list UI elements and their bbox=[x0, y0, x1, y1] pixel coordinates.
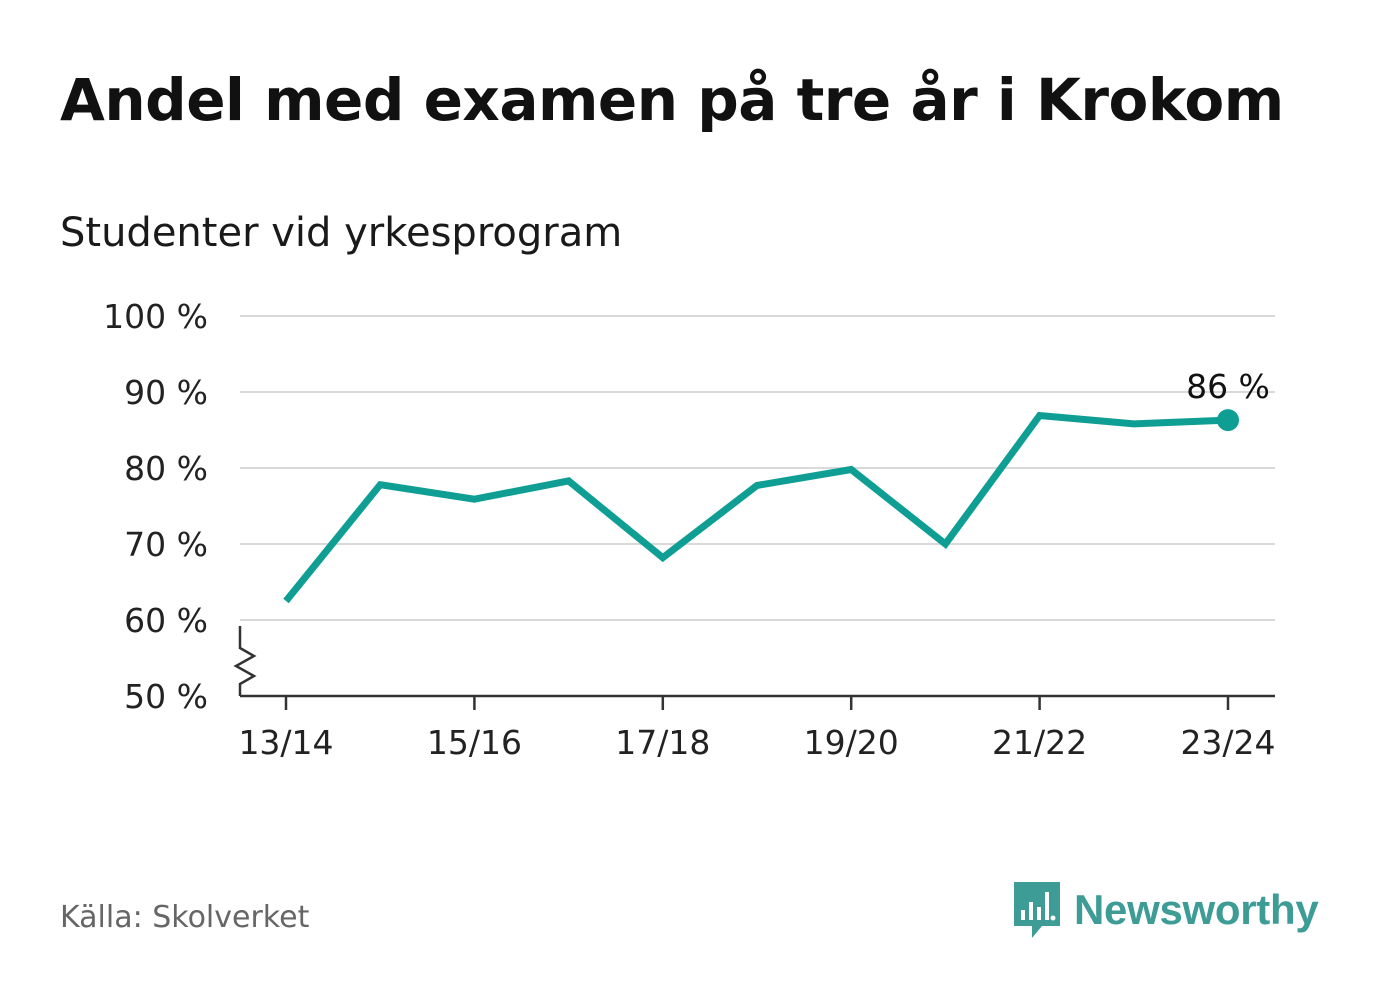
x-axis: 13/14 15/16 17/18 19/20 21/22 23/24 bbox=[238, 694, 1276, 762]
x-tick-label: 15/16 bbox=[427, 723, 522, 762]
newsworthy-logo: Newsworthy bbox=[1012, 880, 1319, 940]
newsworthy-logo-icon bbox=[1014, 882, 1060, 938]
brand-name: Newsworthy bbox=[1074, 886, 1319, 933]
x-tick-label: 17/18 bbox=[615, 723, 710, 762]
series-line bbox=[283, 411, 1229, 604]
end-point-marker bbox=[1217, 409, 1239, 432]
y-tick-label: 60 % bbox=[124, 601, 208, 640]
end-value-label: 86 % bbox=[1186, 367, 1270, 406]
source-note: Källa: Skolverket bbox=[60, 900, 310, 935]
axis-break-zigzag bbox=[233, 626, 257, 696]
gridlines bbox=[240, 315, 1275, 621]
x-tick-label: 23/24 bbox=[1180, 723, 1275, 762]
y-tick-label: 100 % bbox=[103, 297, 208, 336]
chart-title: Andel med examen på tre år i Krokom bbox=[60, 66, 1284, 134]
axis-break-icon bbox=[233, 626, 257, 696]
x-tick-label: 21/22 bbox=[992, 723, 1087, 762]
x-tick-label: 19/20 bbox=[804, 723, 899, 762]
y-tick-label: 70 % bbox=[124, 525, 208, 564]
y-tick-label: 90 % bbox=[124, 373, 208, 412]
y-axis-ticks: 50 % 60 % 70 % 80 % 90 % 100 % bbox=[103, 297, 208, 716]
chart-subtitle: Studenter vid yrkesprogram bbox=[60, 210, 623, 256]
x-tick-label: 13/14 bbox=[238, 723, 333, 762]
y-tick-label: 80 % bbox=[124, 449, 208, 488]
y-tick-label: 50 % bbox=[124, 677, 208, 716]
data-labels: 86 % bbox=[1186, 367, 1270, 406]
series bbox=[283, 409, 1239, 604]
